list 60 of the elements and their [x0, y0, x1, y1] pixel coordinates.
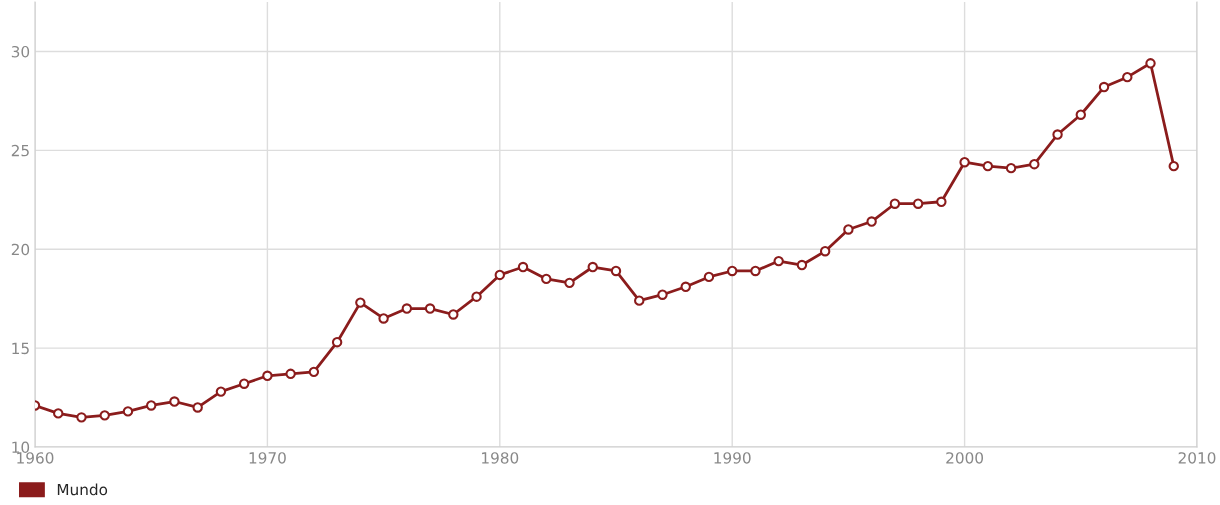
point	[1168, 160, 1179, 172]
point	[634, 295, 645, 306]
x-tick-label: 1980	[482, 452, 519, 464]
point	[959, 156, 970, 168]
x-tick-label: 1990	[714, 452, 751, 464]
point	[448, 309, 459, 320]
y-tick-label: 15	[12, 342, 29, 355]
point	[1098, 81, 1110, 93]
point	[541, 273, 552, 285]
point	[76, 412, 87, 423]
point	[378, 313, 389, 324]
point	[796, 259, 808, 271]
x-tick-label: 1970	[249, 452, 286, 464]
point	[657, 289, 668, 300]
point	[99, 410, 110, 421]
point	[494, 269, 506, 281]
point	[517, 261, 529, 273]
point	[912, 198, 924, 209]
point	[843, 224, 854, 235]
point	[703, 271, 715, 283]
point	[192, 402, 203, 413]
point	[471, 291, 482, 302]
point	[610, 265, 622, 277]
point	[564, 277, 575, 289]
point	[726, 265, 738, 277]
legend-label: Mundo	[57, 483, 108, 496]
y-tick-label: 20	[11, 243, 30, 256]
point	[750, 265, 761, 277]
point	[889, 198, 901, 209]
point	[866, 216, 877, 227]
x-tick-label: 1960	[17, 452, 54, 464]
point	[331, 336, 343, 348]
point	[982, 160, 994, 172]
point	[773, 255, 784, 267]
point	[587, 261, 598, 273]
point	[1005, 162, 1017, 174]
y-tick-label: 30	[11, 45, 30, 58]
point	[819, 245, 831, 257]
point	[1122, 71, 1133, 83]
point	[169, 396, 180, 407]
y-tick-label: 25	[11, 144, 29, 157]
point	[215, 386, 227, 397]
x-tick-label: 2000	[946, 452, 984, 464]
point	[262, 370, 273, 382]
point	[53, 408, 64, 419]
point	[424, 303, 436, 314]
point	[1145, 58, 1156, 69]
point	[936, 196, 947, 207]
point	[355, 297, 366, 308]
point	[1029, 158, 1040, 170]
point	[1075, 109, 1087, 120]
point	[401, 303, 413, 314]
point	[285, 368, 296, 380]
point	[680, 281, 691, 293]
point	[1052, 129, 1063, 140]
point	[122, 406, 134, 417]
point	[238, 378, 250, 389]
x-tick-label: 2010	[1178, 452, 1216, 464]
point	[308, 366, 320, 378]
point	[145, 400, 157, 411]
